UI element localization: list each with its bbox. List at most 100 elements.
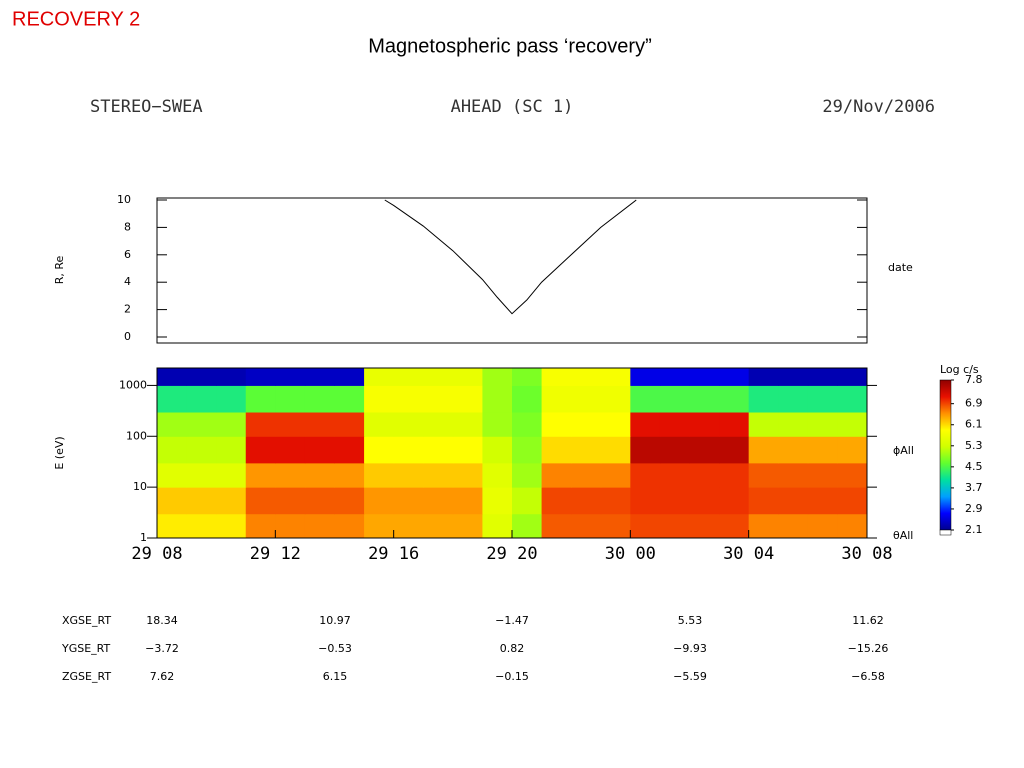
cell (512, 368, 543, 386)
colorbar-tick-label: 6.1 (965, 418, 983, 431)
cell (689, 368, 720, 386)
cell-value: 6.15 (323, 670, 348, 683)
cell (719, 436, 750, 464)
cell-value: −6.58 (851, 670, 885, 683)
cell (748, 436, 779, 464)
cell (245, 513, 276, 539)
cell (541, 385, 572, 413)
cell (689, 412, 720, 437)
cell (216, 436, 247, 464)
cell (689, 436, 720, 464)
colorbar-tick-label: 6.9 (965, 397, 983, 410)
cell (423, 368, 454, 386)
cell (689, 487, 720, 515)
cell (452, 462, 483, 488)
cell (216, 513, 247, 539)
cell (600, 412, 631, 437)
cell (364, 487, 395, 515)
colorbar-tick-label: 7.8 (965, 373, 983, 386)
y-tick-label: 10 (117, 193, 131, 206)
cell (157, 487, 188, 515)
cell (393, 436, 424, 464)
cell (807, 462, 838, 488)
cell (807, 368, 838, 386)
cell (157, 385, 188, 413)
cell (512, 487, 543, 515)
cell (778, 385, 809, 413)
cell (837, 487, 868, 515)
cell (216, 368, 247, 386)
cell (778, 487, 809, 515)
cell (334, 487, 365, 515)
colorbar-tick-label: 5.3 (965, 439, 983, 452)
x-tick-label: 30 00 (605, 544, 656, 564)
y-tick-label: 100 (126, 429, 147, 442)
y-tick-label: 0 (124, 330, 131, 343)
cell (512, 462, 543, 488)
cell (541, 462, 572, 488)
cell (364, 368, 395, 386)
x-tick-label: 29 20 (486, 544, 537, 564)
cell (571, 513, 602, 539)
cell-value: −0.15 (495, 670, 529, 683)
cell (659, 368, 690, 386)
cell (423, 436, 454, 464)
cell (334, 436, 365, 464)
cell (304, 368, 335, 386)
cell (807, 436, 838, 464)
cell (807, 385, 838, 413)
cell (659, 385, 690, 413)
colorbar (939, 379, 952, 531)
y-tick-label: 10 (133, 480, 147, 493)
cell (393, 412, 424, 437)
cell (482, 368, 513, 386)
y-tick-label: 1 (140, 531, 147, 544)
cell (571, 412, 602, 437)
cell (452, 368, 483, 386)
row-label: ZGSE_RT (62, 670, 111, 683)
cell (482, 487, 513, 515)
cell (157, 412, 188, 437)
cell (748, 385, 779, 413)
cells (157, 368, 868, 539)
cell (452, 513, 483, 539)
cell (482, 436, 513, 464)
cell (837, 368, 868, 386)
cell (334, 368, 365, 386)
cell (423, 462, 454, 488)
colorbar-title: Log c/s (940, 363, 979, 376)
cell (600, 436, 631, 464)
cell (364, 412, 395, 437)
cell (748, 487, 779, 515)
cell (186, 462, 217, 488)
cell (600, 385, 631, 413)
cell (837, 385, 868, 413)
cell (512, 412, 543, 437)
cell (659, 462, 690, 488)
cell (719, 385, 750, 413)
row-label: XGSE_RT (62, 614, 111, 627)
cell (393, 385, 424, 413)
cell (482, 462, 513, 488)
cell (719, 412, 750, 437)
cell (630, 513, 661, 539)
cell (216, 412, 247, 437)
cell (157, 368, 188, 386)
cell (393, 513, 424, 539)
cell (778, 412, 809, 437)
x-tick-label: 30 04 (723, 544, 774, 564)
cell (423, 385, 454, 413)
cell (423, 513, 454, 539)
cell (541, 368, 572, 386)
cell (571, 462, 602, 488)
cell (304, 412, 335, 437)
y-axis-label: E (eV) (53, 436, 66, 469)
cell (630, 487, 661, 515)
cell (364, 462, 395, 488)
cell-value: 5.53 (678, 614, 703, 627)
cell (600, 462, 631, 488)
cell (334, 462, 365, 488)
right-label: date (888, 261, 913, 274)
cell (600, 487, 631, 515)
